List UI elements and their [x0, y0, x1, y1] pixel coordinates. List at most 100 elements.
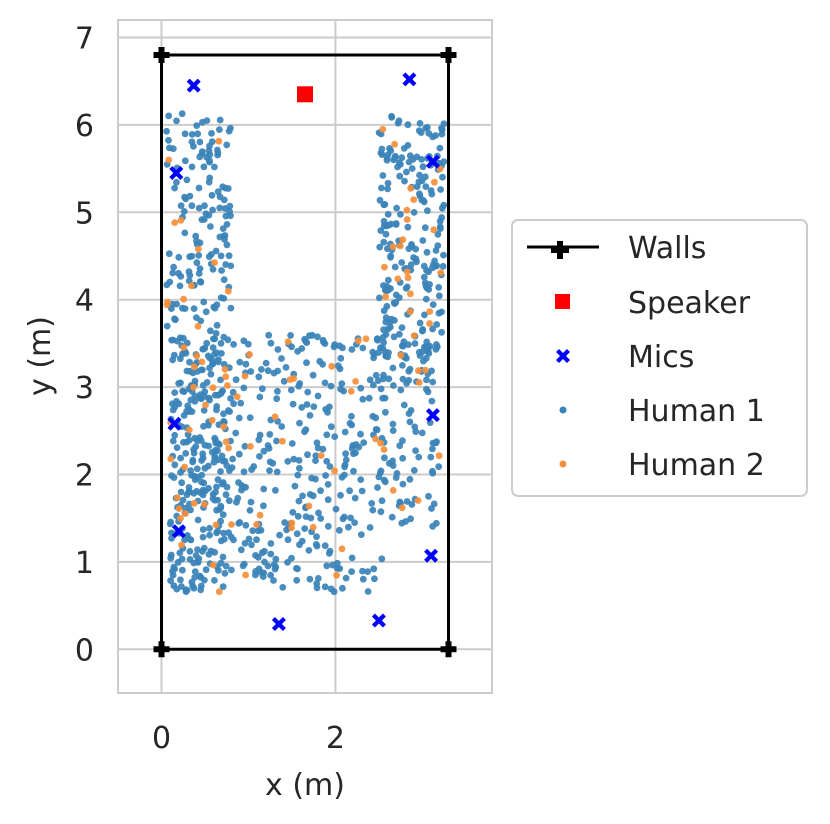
human-1-point: [424, 124, 431, 131]
human-1-point: [428, 397, 436, 405]
human-1-point: [173, 300, 181, 308]
human-2-point: [175, 505, 183, 512]
human-1-point: [220, 196, 228, 204]
human-2-point: [215, 588, 223, 596]
human-1-point: [408, 165, 416, 172]
human-1-point: [302, 513, 310, 520]
human-1-point: [190, 446, 198, 453]
human-1-point: [205, 253, 213, 261]
human-1-point: [273, 437, 280, 445]
human-1-point: [216, 126, 223, 133]
human-1-point: [266, 467, 273, 474]
human-1-point: [207, 223, 214, 230]
human-1-point: [287, 386, 295, 394]
human-1-point: [191, 398, 199, 405]
human-1-point: [177, 576, 184, 584]
human-1-point: [173, 117, 180, 125]
human-1-point: [264, 442, 272, 449]
human-1-point: [213, 321, 221, 329]
human-1-point: [432, 132, 439, 139]
human-1-point: [230, 400, 238, 408]
human-1-point: [178, 555, 186, 563]
human-1-point: [340, 513, 348, 521]
human-1-point: [429, 301, 437, 308]
human-1-point: [220, 276, 228, 284]
human-1-point: [382, 230, 390, 238]
human-1-point: [366, 524, 374, 531]
human-1-point: [379, 333, 387, 341]
human-1-point: [172, 316, 179, 324]
human-1-point: [396, 442, 404, 450]
human-1-point: [432, 345, 440, 353]
human-1-point: [365, 394, 373, 402]
human-1-point: [435, 463, 443, 470]
human-2-point: [377, 439, 384, 447]
human-1-point: [224, 185, 232, 192]
human-1-point: [412, 447, 419, 454]
legend-box: [511, 219, 808, 497]
human-2-point: [181, 463, 189, 471]
human-1-point: [369, 506, 377, 514]
human-1-point: [167, 554, 175, 562]
human-1-point: [348, 554, 356, 562]
human-2-point: [209, 561, 217, 569]
human-1-point: [423, 385, 430, 393]
mic-marker: [425, 154, 440, 169]
human-1-point: [240, 560, 248, 568]
human-1-point: [397, 210, 404, 218]
human-1-point: [381, 478, 389, 486]
human-1-point: [376, 196, 384, 204]
human-2-points: [163, 125, 445, 596]
human-1-point: [403, 168, 410, 176]
human-1-point: [323, 562, 331, 570]
wall-corner-marker: [440, 47, 457, 63]
human-1-point: [165, 250, 173, 258]
human-1-point: [346, 487, 353, 495]
human-2-point: [407, 184, 414, 192]
human-1-point: [379, 172, 387, 179]
human-1-point: [229, 388, 237, 396]
human-1-point: [176, 355, 184, 363]
human-1-point: [170, 563, 178, 571]
human-1-point: [426, 281, 433, 288]
human-1-point: [389, 427, 397, 434]
human-1-point: [199, 533, 207, 541]
human-1-point: [323, 431, 331, 439]
human-2-point: [288, 524, 295, 532]
legend-entry-human-2: Human 2: [559, 448, 765, 483]
human-1-point: [163, 127, 171, 135]
human-1-point: [323, 457, 331, 465]
human-1-point: [427, 187, 435, 194]
y-tick-label: 4: [75, 284, 94, 319]
human-1-point: [274, 387, 281, 395]
human-1-point: [422, 295, 430, 303]
human-1-point: [399, 480, 407, 488]
human-2-point: [422, 366, 429, 374]
human-1-point: [370, 351, 378, 358]
tick-labels: 0 2 0 1 2 3 4 5 6 7: [75, 21, 345, 756]
human-1-point: [371, 575, 378, 583]
human-1-point: [378, 497, 386, 505]
human-1-point: [393, 204, 400, 212]
human-1-point: [327, 382, 335, 390]
human-1-point: [322, 472, 329, 479]
human-1-point: [184, 402, 192, 410]
human-1-point: [397, 386, 405, 394]
human-1-point: [364, 588, 372, 595]
human-1-point: [178, 110, 186, 118]
human-1-point: [188, 202, 196, 210]
human-1-point: [347, 514, 354, 522]
human-1-point: [336, 565, 344, 572]
human-1-point: [196, 572, 204, 580]
human-2-point: [194, 323, 202, 330]
human-1-point: [438, 328, 445, 336]
human-1-point: [378, 145, 386, 153]
human-1-point: [419, 327, 426, 335]
human-1-point: [267, 550, 275, 558]
human-1-point: [390, 333, 398, 341]
human-1-point: [219, 553, 227, 561]
human-1-point: [241, 442, 249, 450]
human-1-point: [220, 333, 228, 341]
human-1-point: [167, 577, 175, 584]
human-1-point: [214, 447, 221, 454]
